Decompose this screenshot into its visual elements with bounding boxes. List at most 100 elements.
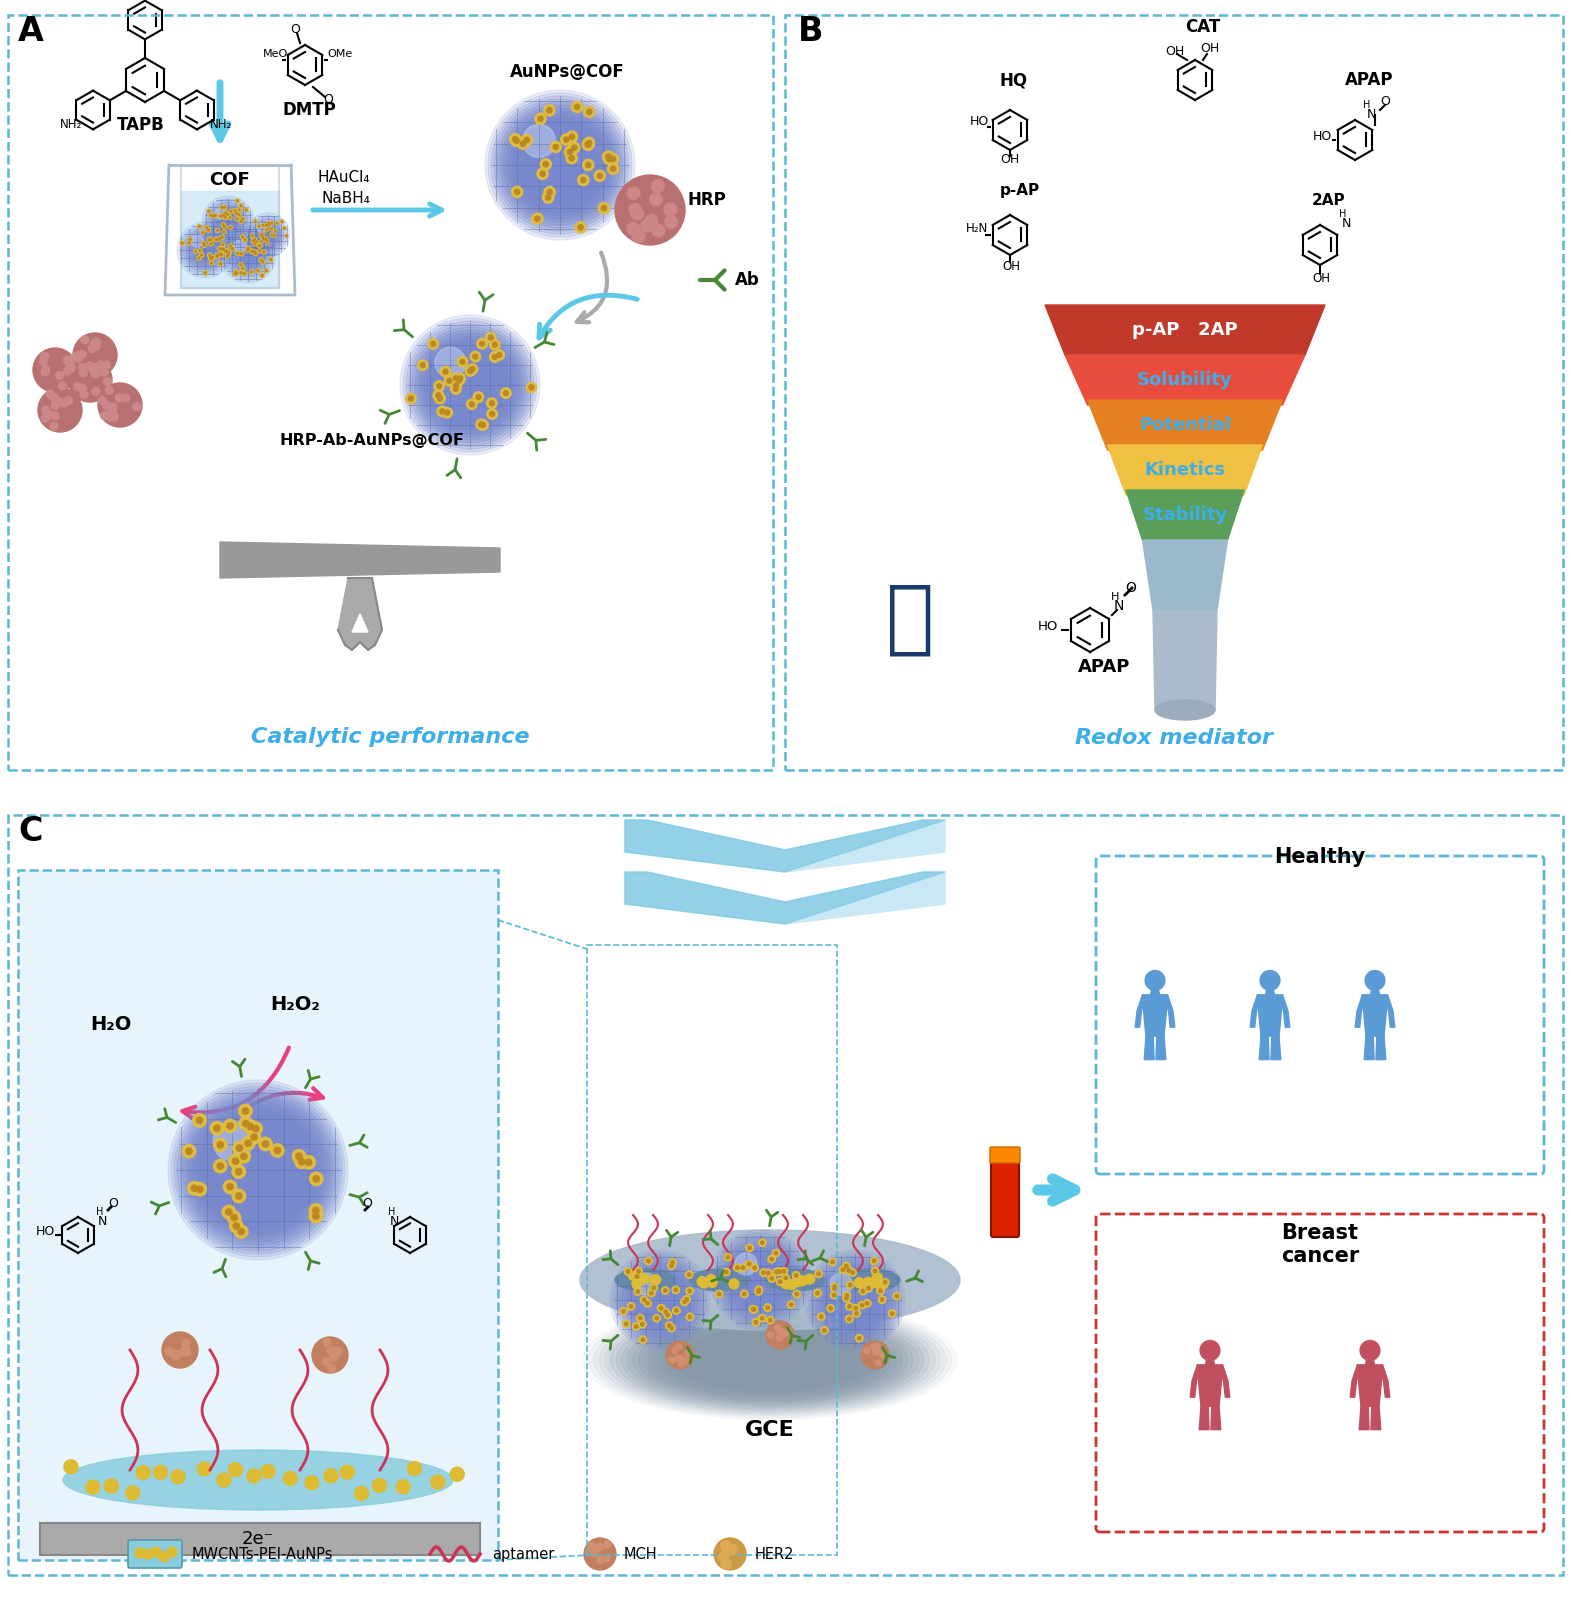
Circle shape <box>639 1336 647 1343</box>
Circle shape <box>185 1098 330 1241</box>
Circle shape <box>86 362 94 370</box>
Circle shape <box>490 340 500 349</box>
Circle shape <box>240 248 255 262</box>
Circle shape <box>427 338 438 349</box>
Circle shape <box>209 261 214 266</box>
Circle shape <box>401 316 540 456</box>
Bar <box>17 869 498 1560</box>
Circle shape <box>781 1278 792 1288</box>
Circle shape <box>253 221 258 224</box>
Circle shape <box>255 222 281 248</box>
Circle shape <box>174 1087 342 1254</box>
Circle shape <box>831 1283 839 1290</box>
Circle shape <box>641 219 654 232</box>
Circle shape <box>624 1267 632 1275</box>
Circle shape <box>650 193 663 206</box>
Circle shape <box>592 1546 600 1552</box>
Circle shape <box>460 375 481 394</box>
Circle shape <box>66 361 74 369</box>
Circle shape <box>792 1272 800 1278</box>
Circle shape <box>234 209 236 211</box>
Circle shape <box>247 254 248 256</box>
Circle shape <box>101 412 108 420</box>
Circle shape <box>448 362 492 407</box>
Ellipse shape <box>666 1327 875 1393</box>
Circle shape <box>635 1288 641 1296</box>
Circle shape <box>256 269 261 272</box>
Ellipse shape <box>633 1317 908 1404</box>
FancyBboxPatch shape <box>991 1158 1020 1236</box>
Circle shape <box>713 1233 807 1327</box>
Circle shape <box>807 1253 902 1348</box>
Circle shape <box>209 256 212 258</box>
Circle shape <box>41 369 49 375</box>
Circle shape <box>217 256 218 258</box>
Circle shape <box>531 213 544 224</box>
Text: OH: OH <box>1166 45 1185 58</box>
Circle shape <box>861 1341 889 1368</box>
Ellipse shape <box>644 1320 897 1401</box>
Circle shape <box>509 134 520 145</box>
Circle shape <box>685 1298 688 1301</box>
Polygon shape <box>1370 990 1379 995</box>
Circle shape <box>627 1270 630 1274</box>
Circle shape <box>798 1275 807 1286</box>
Text: O: O <box>361 1196 372 1211</box>
Text: MCH: MCH <box>624 1547 658 1562</box>
Circle shape <box>328 1364 336 1372</box>
Circle shape <box>195 240 215 259</box>
Circle shape <box>91 369 99 377</box>
Circle shape <box>537 167 548 179</box>
Circle shape <box>239 209 240 211</box>
Circle shape <box>226 254 228 258</box>
Circle shape <box>244 238 247 242</box>
Circle shape <box>864 1299 870 1307</box>
Circle shape <box>616 1256 704 1344</box>
Circle shape <box>229 227 231 229</box>
Circle shape <box>658 1298 661 1302</box>
Circle shape <box>845 1302 853 1311</box>
Circle shape <box>245 209 247 211</box>
Circle shape <box>405 320 534 449</box>
Circle shape <box>619 1307 627 1315</box>
Circle shape <box>749 1269 771 1291</box>
Circle shape <box>258 245 261 248</box>
Circle shape <box>855 1278 864 1288</box>
Circle shape <box>211 204 245 238</box>
Circle shape <box>270 259 272 261</box>
Circle shape <box>688 1274 691 1277</box>
Circle shape <box>672 1307 680 1314</box>
Polygon shape <box>625 873 946 924</box>
Circle shape <box>608 163 619 174</box>
Circle shape <box>265 224 269 227</box>
Circle shape <box>782 1330 789 1336</box>
Circle shape <box>185 1148 192 1154</box>
Circle shape <box>236 242 261 267</box>
Circle shape <box>242 272 247 275</box>
Circle shape <box>583 159 594 171</box>
Circle shape <box>418 333 522 436</box>
Circle shape <box>627 1302 635 1311</box>
Circle shape <box>594 171 605 182</box>
Circle shape <box>217 229 218 232</box>
Circle shape <box>204 1116 313 1224</box>
Circle shape <box>665 1311 668 1314</box>
Circle shape <box>273 229 276 232</box>
Circle shape <box>225 250 228 253</box>
Circle shape <box>193 1114 206 1127</box>
FancyBboxPatch shape <box>1097 857 1544 1174</box>
Circle shape <box>784 1277 787 1280</box>
Polygon shape <box>625 873 946 924</box>
Circle shape <box>200 250 201 251</box>
Polygon shape <box>1357 1365 1382 1406</box>
Circle shape <box>456 374 465 383</box>
Circle shape <box>244 1154 273 1185</box>
Text: N: N <box>1114 599 1125 613</box>
Circle shape <box>218 251 223 256</box>
Circle shape <box>870 1344 877 1351</box>
Circle shape <box>80 391 88 399</box>
Polygon shape <box>338 578 382 650</box>
Polygon shape <box>1266 990 1274 995</box>
Circle shape <box>870 1257 878 1264</box>
Circle shape <box>239 270 244 275</box>
